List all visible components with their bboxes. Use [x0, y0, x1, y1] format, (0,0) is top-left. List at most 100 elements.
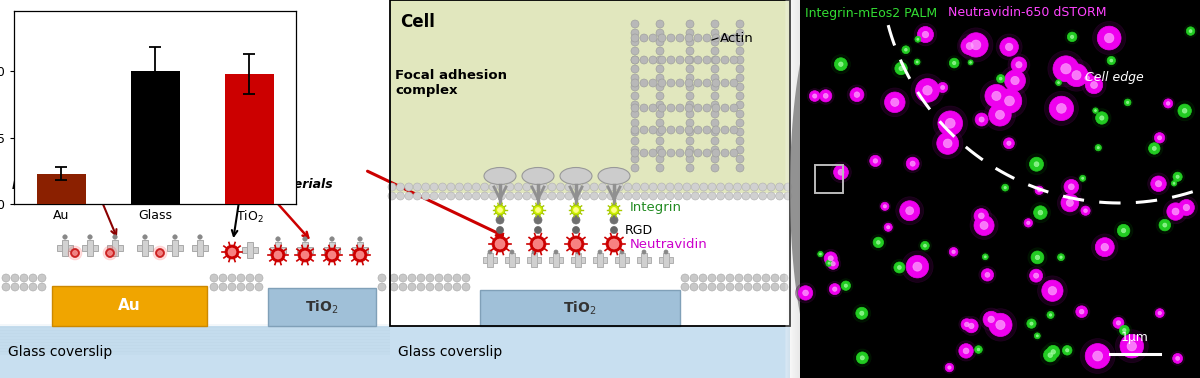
Circle shape [694, 34, 702, 42]
Circle shape [631, 56, 640, 64]
Circle shape [685, 104, 694, 112]
Circle shape [826, 260, 833, 266]
Bar [505, 257, 520, 262]
Bar [808, 0, 809, 378]
Circle shape [497, 226, 504, 234]
Circle shape [708, 283, 716, 291]
Circle shape [430, 183, 438, 191]
Circle shape [462, 283, 470, 291]
Circle shape [572, 226, 580, 234]
Circle shape [540, 192, 547, 200]
Circle shape [71, 248, 79, 257]
Circle shape [943, 362, 955, 373]
Circle shape [656, 164, 664, 172]
Bar [598, 253, 602, 267]
Circle shape [772, 283, 779, 291]
Circle shape [798, 286, 812, 300]
Bar [0, 327, 790, 329]
Circle shape [649, 34, 658, 42]
Circle shape [914, 36, 920, 42]
Circle shape [616, 183, 624, 191]
Bar [809, 0, 811, 378]
Bar [800, 0, 802, 378]
Circle shape [656, 29, 664, 37]
Circle shape [246, 283, 254, 291]
Circle shape [1061, 194, 1079, 212]
Circle shape [1182, 108, 1187, 113]
Circle shape [686, 137, 694, 145]
Circle shape [1002, 184, 1009, 191]
Circle shape [631, 47, 640, 55]
Bar [814, 0, 815, 378]
Circle shape [983, 254, 989, 260]
Circle shape [532, 183, 539, 191]
Circle shape [1171, 181, 1177, 186]
Circle shape [666, 192, 674, 200]
Bar [62, 240, 68, 256]
Bar [550, 257, 563, 262]
Circle shape [686, 56, 694, 64]
Circle shape [828, 262, 830, 264]
Circle shape [1172, 208, 1180, 215]
Bar [0, 335, 790, 336]
Circle shape [895, 62, 907, 75]
Circle shape [1061, 64, 1072, 74]
Circle shape [1036, 186, 1044, 195]
Circle shape [685, 56, 694, 64]
Circle shape [784, 183, 792, 191]
Circle shape [721, 34, 730, 42]
Circle shape [898, 266, 901, 270]
Circle shape [1033, 332, 1042, 340]
Ellipse shape [522, 167, 554, 184]
Circle shape [1108, 56, 1116, 65]
Circle shape [1096, 238, 1115, 257]
Circle shape [11, 274, 19, 282]
Circle shape [1082, 73, 1106, 97]
Circle shape [1038, 189, 1040, 192]
Circle shape [870, 155, 881, 167]
Circle shape [631, 92, 640, 100]
Bar [787, 0, 790, 378]
Circle shape [1012, 57, 1027, 73]
Circle shape [694, 56, 702, 64]
Bar [390, 326, 790, 378]
Circle shape [725, 183, 733, 191]
Circle shape [481, 183, 488, 191]
Circle shape [554, 250, 558, 254]
Circle shape [1096, 112, 1108, 124]
Ellipse shape [598, 167, 630, 184]
Circle shape [826, 256, 841, 271]
Text: TiO$_2$: TiO$_2$ [563, 299, 596, 317]
Circle shape [829, 284, 840, 294]
Circle shape [703, 104, 710, 112]
Text: Integrin: Integrin [630, 201, 682, 214]
Circle shape [884, 223, 893, 231]
Circle shape [995, 73, 1007, 85]
Circle shape [708, 183, 716, 191]
Circle shape [1099, 116, 1104, 120]
Circle shape [2, 283, 10, 291]
Circle shape [612, 208, 617, 212]
Circle shape [548, 183, 556, 191]
Circle shape [1093, 108, 1098, 113]
Circle shape [498, 183, 505, 191]
Circle shape [1070, 35, 1074, 39]
Circle shape [710, 74, 719, 82]
Circle shape [767, 183, 775, 191]
Circle shape [606, 236, 622, 252]
Circle shape [744, 274, 752, 282]
Circle shape [667, 34, 674, 42]
Circle shape [1156, 216, 1174, 234]
Circle shape [656, 56, 664, 64]
Text: Cell edge: Cell edge [1085, 71, 1144, 85]
Circle shape [686, 65, 694, 73]
Text: Glass coverslip: Glass coverslip [8, 345, 113, 359]
Circle shape [964, 33, 988, 57]
Circle shape [481, 192, 488, 200]
Circle shape [1000, 38, 1019, 56]
Circle shape [1093, 143, 1103, 152]
Bar [571, 257, 586, 262]
Circle shape [736, 65, 744, 73]
Circle shape [256, 283, 263, 291]
Circle shape [426, 274, 434, 282]
